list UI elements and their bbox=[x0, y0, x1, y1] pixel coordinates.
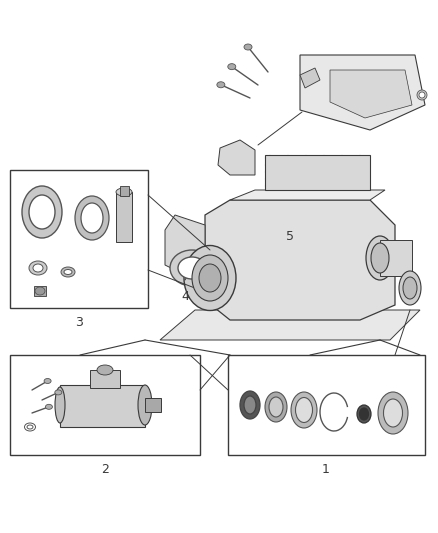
Ellipse shape bbox=[384, 399, 403, 427]
Ellipse shape bbox=[371, 243, 389, 273]
Ellipse shape bbox=[33, 264, 43, 272]
Ellipse shape bbox=[61, 267, 75, 277]
Ellipse shape bbox=[378, 392, 408, 434]
Bar bbox=[90, 370, 120, 388]
Ellipse shape bbox=[35, 287, 45, 295]
Ellipse shape bbox=[360, 408, 368, 420]
Bar bbox=[10, 355, 200, 455]
Bar bbox=[380, 240, 412, 276]
Text: 5: 5 bbox=[286, 230, 294, 243]
Polygon shape bbox=[300, 55, 425, 130]
Polygon shape bbox=[330, 70, 412, 118]
Polygon shape bbox=[160, 310, 420, 340]
Ellipse shape bbox=[403, 277, 417, 299]
Ellipse shape bbox=[228, 63, 236, 70]
Ellipse shape bbox=[46, 405, 53, 409]
Ellipse shape bbox=[417, 90, 427, 100]
Ellipse shape bbox=[244, 44, 252, 50]
Ellipse shape bbox=[244, 396, 256, 414]
Ellipse shape bbox=[22, 186, 62, 238]
Polygon shape bbox=[265, 155, 370, 190]
Ellipse shape bbox=[217, 82, 225, 88]
Ellipse shape bbox=[64, 270, 72, 274]
Ellipse shape bbox=[366, 236, 394, 280]
Ellipse shape bbox=[25, 423, 35, 431]
Ellipse shape bbox=[27, 425, 33, 429]
Ellipse shape bbox=[138, 385, 152, 425]
Ellipse shape bbox=[419, 92, 425, 98]
Ellipse shape bbox=[269, 397, 283, 417]
Text: 3: 3 bbox=[75, 316, 83, 329]
Ellipse shape bbox=[81, 203, 103, 233]
Ellipse shape bbox=[44, 378, 51, 384]
Ellipse shape bbox=[75, 196, 109, 240]
Polygon shape bbox=[300, 68, 320, 88]
Text: 2: 2 bbox=[101, 463, 109, 476]
Ellipse shape bbox=[178, 257, 206, 279]
Polygon shape bbox=[205, 200, 395, 320]
Ellipse shape bbox=[199, 264, 221, 292]
Ellipse shape bbox=[55, 390, 62, 395]
Text: 1: 1 bbox=[322, 463, 330, 476]
Ellipse shape bbox=[240, 391, 260, 419]
Polygon shape bbox=[165, 215, 205, 275]
Ellipse shape bbox=[357, 405, 371, 423]
Ellipse shape bbox=[296, 398, 312, 423]
Bar bbox=[10, 170, 148, 308]
Bar bbox=[34, 286, 46, 296]
Polygon shape bbox=[230, 190, 385, 200]
Ellipse shape bbox=[29, 261, 47, 275]
Ellipse shape bbox=[97, 365, 113, 375]
Ellipse shape bbox=[399, 271, 421, 305]
Ellipse shape bbox=[116, 188, 132, 196]
Bar bbox=[228, 355, 425, 455]
Ellipse shape bbox=[291, 392, 317, 428]
Ellipse shape bbox=[29, 195, 55, 229]
Bar bbox=[145, 398, 161, 412]
Ellipse shape bbox=[55, 387, 65, 423]
Bar bbox=[116, 192, 132, 242]
Polygon shape bbox=[218, 140, 255, 175]
Bar bbox=[120, 186, 129, 196]
Ellipse shape bbox=[265, 392, 287, 422]
Ellipse shape bbox=[170, 250, 214, 286]
Text: 4: 4 bbox=[181, 290, 189, 303]
Ellipse shape bbox=[184, 246, 236, 311]
Ellipse shape bbox=[192, 255, 228, 301]
Bar bbox=[60, 385, 145, 427]
